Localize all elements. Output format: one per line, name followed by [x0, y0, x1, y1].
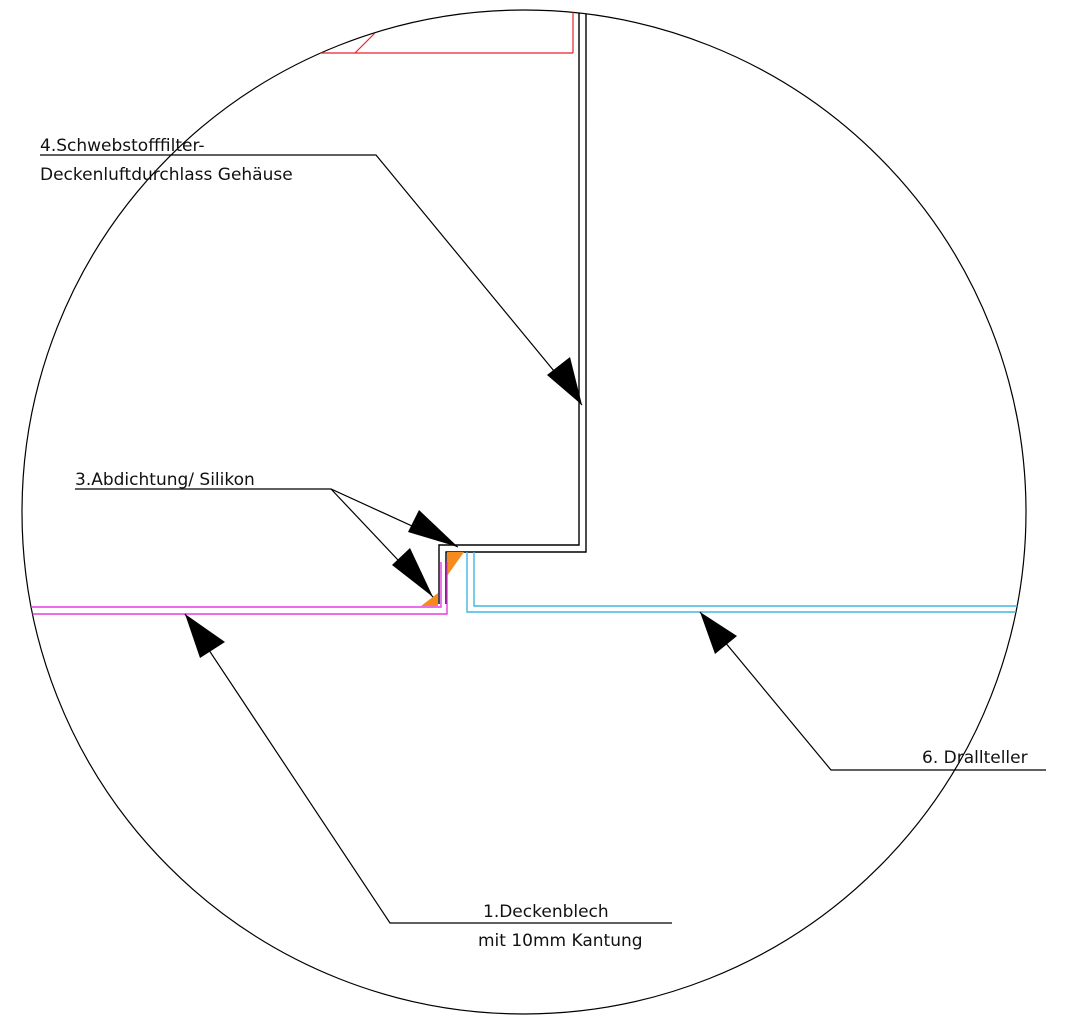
detail-circle: [21, 9, 1027, 1015]
arrowhead-sealing-b: [392, 548, 433, 597]
housing-profile: [438, 10, 587, 604]
label-ceiling-line2: mit 10mm Kantung: [478, 931, 643, 951]
arrowhead-swirl: [700, 612, 737, 654]
sealant: [421, 552, 464, 606]
leader-housing: [40, 154, 583, 406]
reference-lines: [320, 10, 574, 54]
label-sealing: 3.Abdichtung/ Silikon: [75, 470, 255, 490]
leader-ceiling: [184, 613, 672, 924]
arrowhead-ceiling: [185, 614, 225, 658]
arrowhead-housing: [547, 357, 582, 405]
leader-sealing-a: [75, 488, 459, 548]
label-housing-line1: 4.Schwebstofffilter-: [40, 136, 205, 156]
ceiling-sheet: [22, 562, 448, 615]
arrowhead-sealing-a: [408, 510, 458, 547]
label-ceiling-line1: 1.Deckenblech: [483, 902, 609, 922]
leader-swirl: [699, 611, 1046, 771]
label-swirl-plate: 6. Drallteller: [922, 748, 1028, 768]
label-housing-line2: Deckenluftdurchlass Gehäuse: [40, 165, 293, 185]
swirl-plate: [466, 552, 1026, 613]
